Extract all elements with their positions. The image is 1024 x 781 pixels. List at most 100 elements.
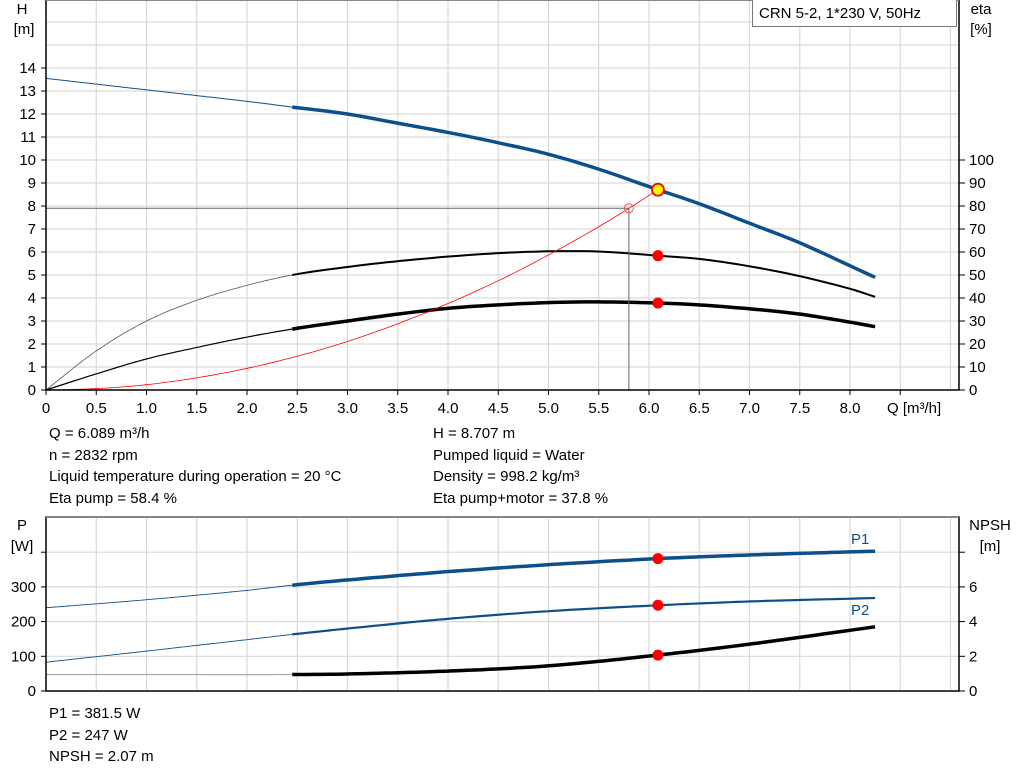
x-tick-label: 3.5 — [387, 400, 408, 417]
x-tick-label: 0 — [42, 400, 50, 417]
p2-curve-label: P2 — [851, 602, 869, 619]
info-npsh: NPSH = 2.07 m — [49, 748, 154, 765]
npsh-tick-label: 0 — [969, 683, 977, 700]
eta-tick-label: 100 — [969, 152, 994, 169]
x-tick-label: 5.0 — [538, 400, 559, 417]
P1-curve — [292, 549, 876, 587]
h-axis-label: H — [17, 1, 28, 18]
top-grid — [46, 0, 959, 390]
npsh-tick-label: 6 — [969, 579, 977, 596]
p-axis-unit: [W] — [11, 538, 34, 555]
x-tick-label: 1.0 — [136, 400, 157, 417]
eta-tick-label: 10 — [969, 359, 986, 376]
eta-tick-label: 50 — [969, 267, 986, 284]
eta-tick-label: 70 — [969, 221, 986, 238]
x-tick-label: 4.0 — [438, 400, 459, 417]
x-tick-label: 0.5 — [86, 400, 107, 417]
info-pumped-liquid: Pumped liquid = Water — [433, 446, 585, 464]
bottom-axes-frame — [45, 516, 960, 692]
x-tick-label: 2.5 — [287, 400, 308, 417]
bottom-grid — [46, 517, 959, 691]
npsh-axis-unit: [m] — [980, 538, 1001, 555]
system-curve — [45, 189, 659, 391]
h-tick-label: 1 — [28, 359, 36, 376]
h-tick-label: 11 — [20, 129, 36, 146]
h-tick-label: 14 — [19, 60, 36, 77]
h-tick-label: 5 — [28, 267, 36, 284]
P2-curve — [292, 596, 876, 636]
npsh-tick-label: 2 — [969, 648, 977, 665]
h-tick-label: 8 — [28, 198, 36, 215]
info-bottom: P1 = 381.5 W P2 = 247 W NPSH = 2.07 m — [49, 703, 154, 768]
p-tick-label: 100 — [11, 648, 36, 665]
info-eta-pump-motor: Eta pump+motor = 37.8 % — [433, 489, 609, 507]
npsh-tick-label: 4 — [969, 614, 977, 631]
eta-tick-label: 80 — [969, 198, 986, 215]
q-axis-label: Q [m³/h] — [887, 400, 941, 417]
x-tick-label: 2.0 — [237, 400, 258, 417]
h-tick-label: 3 — [28, 313, 36, 330]
duty-point-marker — [623, 203, 634, 214]
p1-operating-marker — [652, 553, 664, 565]
p-tick-label: 200 — [11, 614, 36, 631]
p-tick-label: 0 — [28, 683, 36, 700]
eta-tick-label: 0 — [969, 382, 977, 399]
eta-pump-operating-marker — [652, 250, 664, 262]
operating-point-marker — [651, 182, 665, 197]
pump-title-box: CRN 5-2, 1*230 V, 50Hz — [752, 0, 957, 27]
top-axes-frame — [45, 0, 960, 391]
p1-curve-label: P1 — [851, 531, 869, 548]
info-speed: n = 2832 rpm — [49, 446, 138, 464]
x-tick-label: 8.0 — [840, 400, 861, 417]
info-p2: P2 = 247 W — [49, 726, 128, 744]
info-density: Density = 998.2 kg/m³ — [433, 468, 580, 485]
eta-axis-label: eta — [971, 1, 993, 18]
x-tick-label: 3.0 — [337, 400, 358, 417]
eta_pump_motor-curve — [291, 300, 876, 331]
npsh-axis-label: NPSH — [969, 517, 1011, 534]
x-tick-label: 6.5 — [689, 400, 710, 417]
eta-tick-label: 40 — [969, 290, 986, 307]
NPSH-curve — [292, 625, 876, 677]
h-tick-label: 6 — [28, 244, 36, 261]
h-tick-label: 0 — [28, 382, 36, 399]
info-p1: P1 = 381.5 W — [49, 705, 141, 722]
h-axis-unit: [m] — [14, 21, 35, 38]
p-tick-label: 300 — [11, 579, 36, 596]
x-tick-label: 5.5 — [588, 400, 609, 417]
info-top-left: Q = 6.089 m³/h n = 2832 rpm Liquid tempe… — [49, 423, 341, 509]
npsh-operating-marker — [652, 649, 664, 661]
h-tick-label: 13 — [19, 83, 36, 100]
h-tick-label: 10 — [19, 152, 36, 169]
info-head: H = 8.707 m — [433, 425, 516, 442]
p-axis-label: P — [17, 517, 27, 534]
axes: 0 0.5 1.0 1.5 2.0 2.5 3.0 3.5 4.0 4.5 5.0 5.5 6.0 6.5… — [11, 0, 994, 700]
curves — [45, 77, 876, 677]
h-tick-label: 2 — [28, 336, 36, 353]
x-tick-label: 7.5 — [789, 400, 810, 417]
info-flow: Q = 6.089 m³/h — [49, 425, 150, 442]
info-eta-pump: Eta pump = 58.4 % — [49, 489, 177, 507]
h-tick-label: 4 — [28, 290, 36, 307]
P1-curve-extrapolated — [45, 584, 293, 609]
P2-curve-extrapolated — [45, 633, 293, 663]
x-tick-label: 1.5 — [186, 400, 207, 417]
eta-tick-label: 90 — [969, 175, 986, 192]
info-top-right: H = 8.707 m Pumped liquid = Water Densit… — [433, 423, 608, 509]
p2-operating-marker — [652, 599, 664, 611]
x-tick-label: 7.0 — [739, 400, 760, 417]
eta_pump-curve — [292, 250, 876, 298]
duty-point-guide-lines — [46, 207, 630, 390]
h-tick-label: 7 — [28, 221, 36, 238]
eta-axis-unit: [%] — [970, 21, 992, 38]
H-curve — [291, 105, 876, 279]
x-tick-label: 4.5 — [488, 400, 509, 417]
eta-tick-label: 60 — [969, 244, 986, 261]
info-liquid-temp: Liquid temperature during operation = 20… — [49, 468, 342, 485]
H-curve-extrapolated — [45, 77, 293, 108]
eta-tick-label: 30 — [969, 313, 986, 330]
eta-tick-label: 20 — [969, 336, 986, 353]
eta_pump-curve-extrapolated — [45, 274, 293, 391]
eta_pump_motor-curve-extrapolated — [45, 328, 293, 391]
